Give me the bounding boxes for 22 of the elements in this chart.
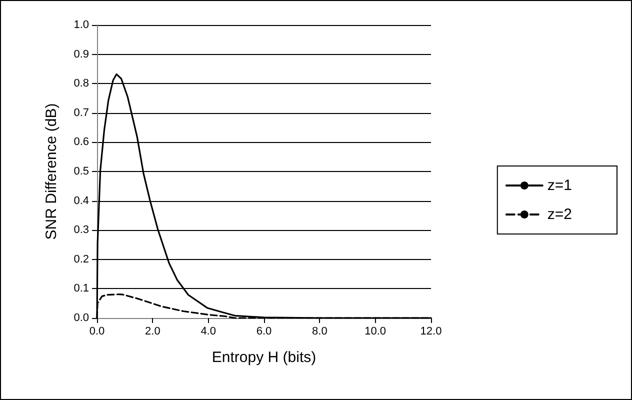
x-tick-label: 0.0: [89, 326, 105, 338]
y-tick-label: 0.5: [74, 166, 89, 178]
x-tick-label: 4.0: [200, 326, 216, 338]
y-tick-label: 0.4: [74, 194, 89, 207]
x-tick-label: 8.0: [312, 326, 328, 338]
x-tick-label: 12.0: [420, 326, 442, 338]
y-tick-label: 1.0: [74, 19, 89, 31]
legend-label: z=2: [547, 206, 572, 223]
y-tick-label: 0.1: [74, 282, 89, 295]
y-tick-label: 0.7: [74, 106, 89, 119]
y-tick-label: 0.2: [74, 253, 89, 266]
x-tick-label: 6.0: [256, 326, 272, 338]
y-tick-label: 0.8: [74, 78, 89, 90]
y-tick-label: 0.6: [74, 136, 89, 148]
legend-label: z=1: [547, 177, 572, 194]
x-tick-label: 10.0: [364, 326, 386, 338]
y-axis-title: SNR Difference (dB): [43, 103, 60, 240]
x-tick-label: 2.0: [145, 326, 160, 338]
y-tick-label: 0.0: [74, 312, 89, 324]
y-tick-label: 0.3: [74, 224, 89, 236]
y-tick-label: 0.9: [74, 48, 89, 60]
x-axis-title: Entropy H (bits): [212, 349, 316, 366]
